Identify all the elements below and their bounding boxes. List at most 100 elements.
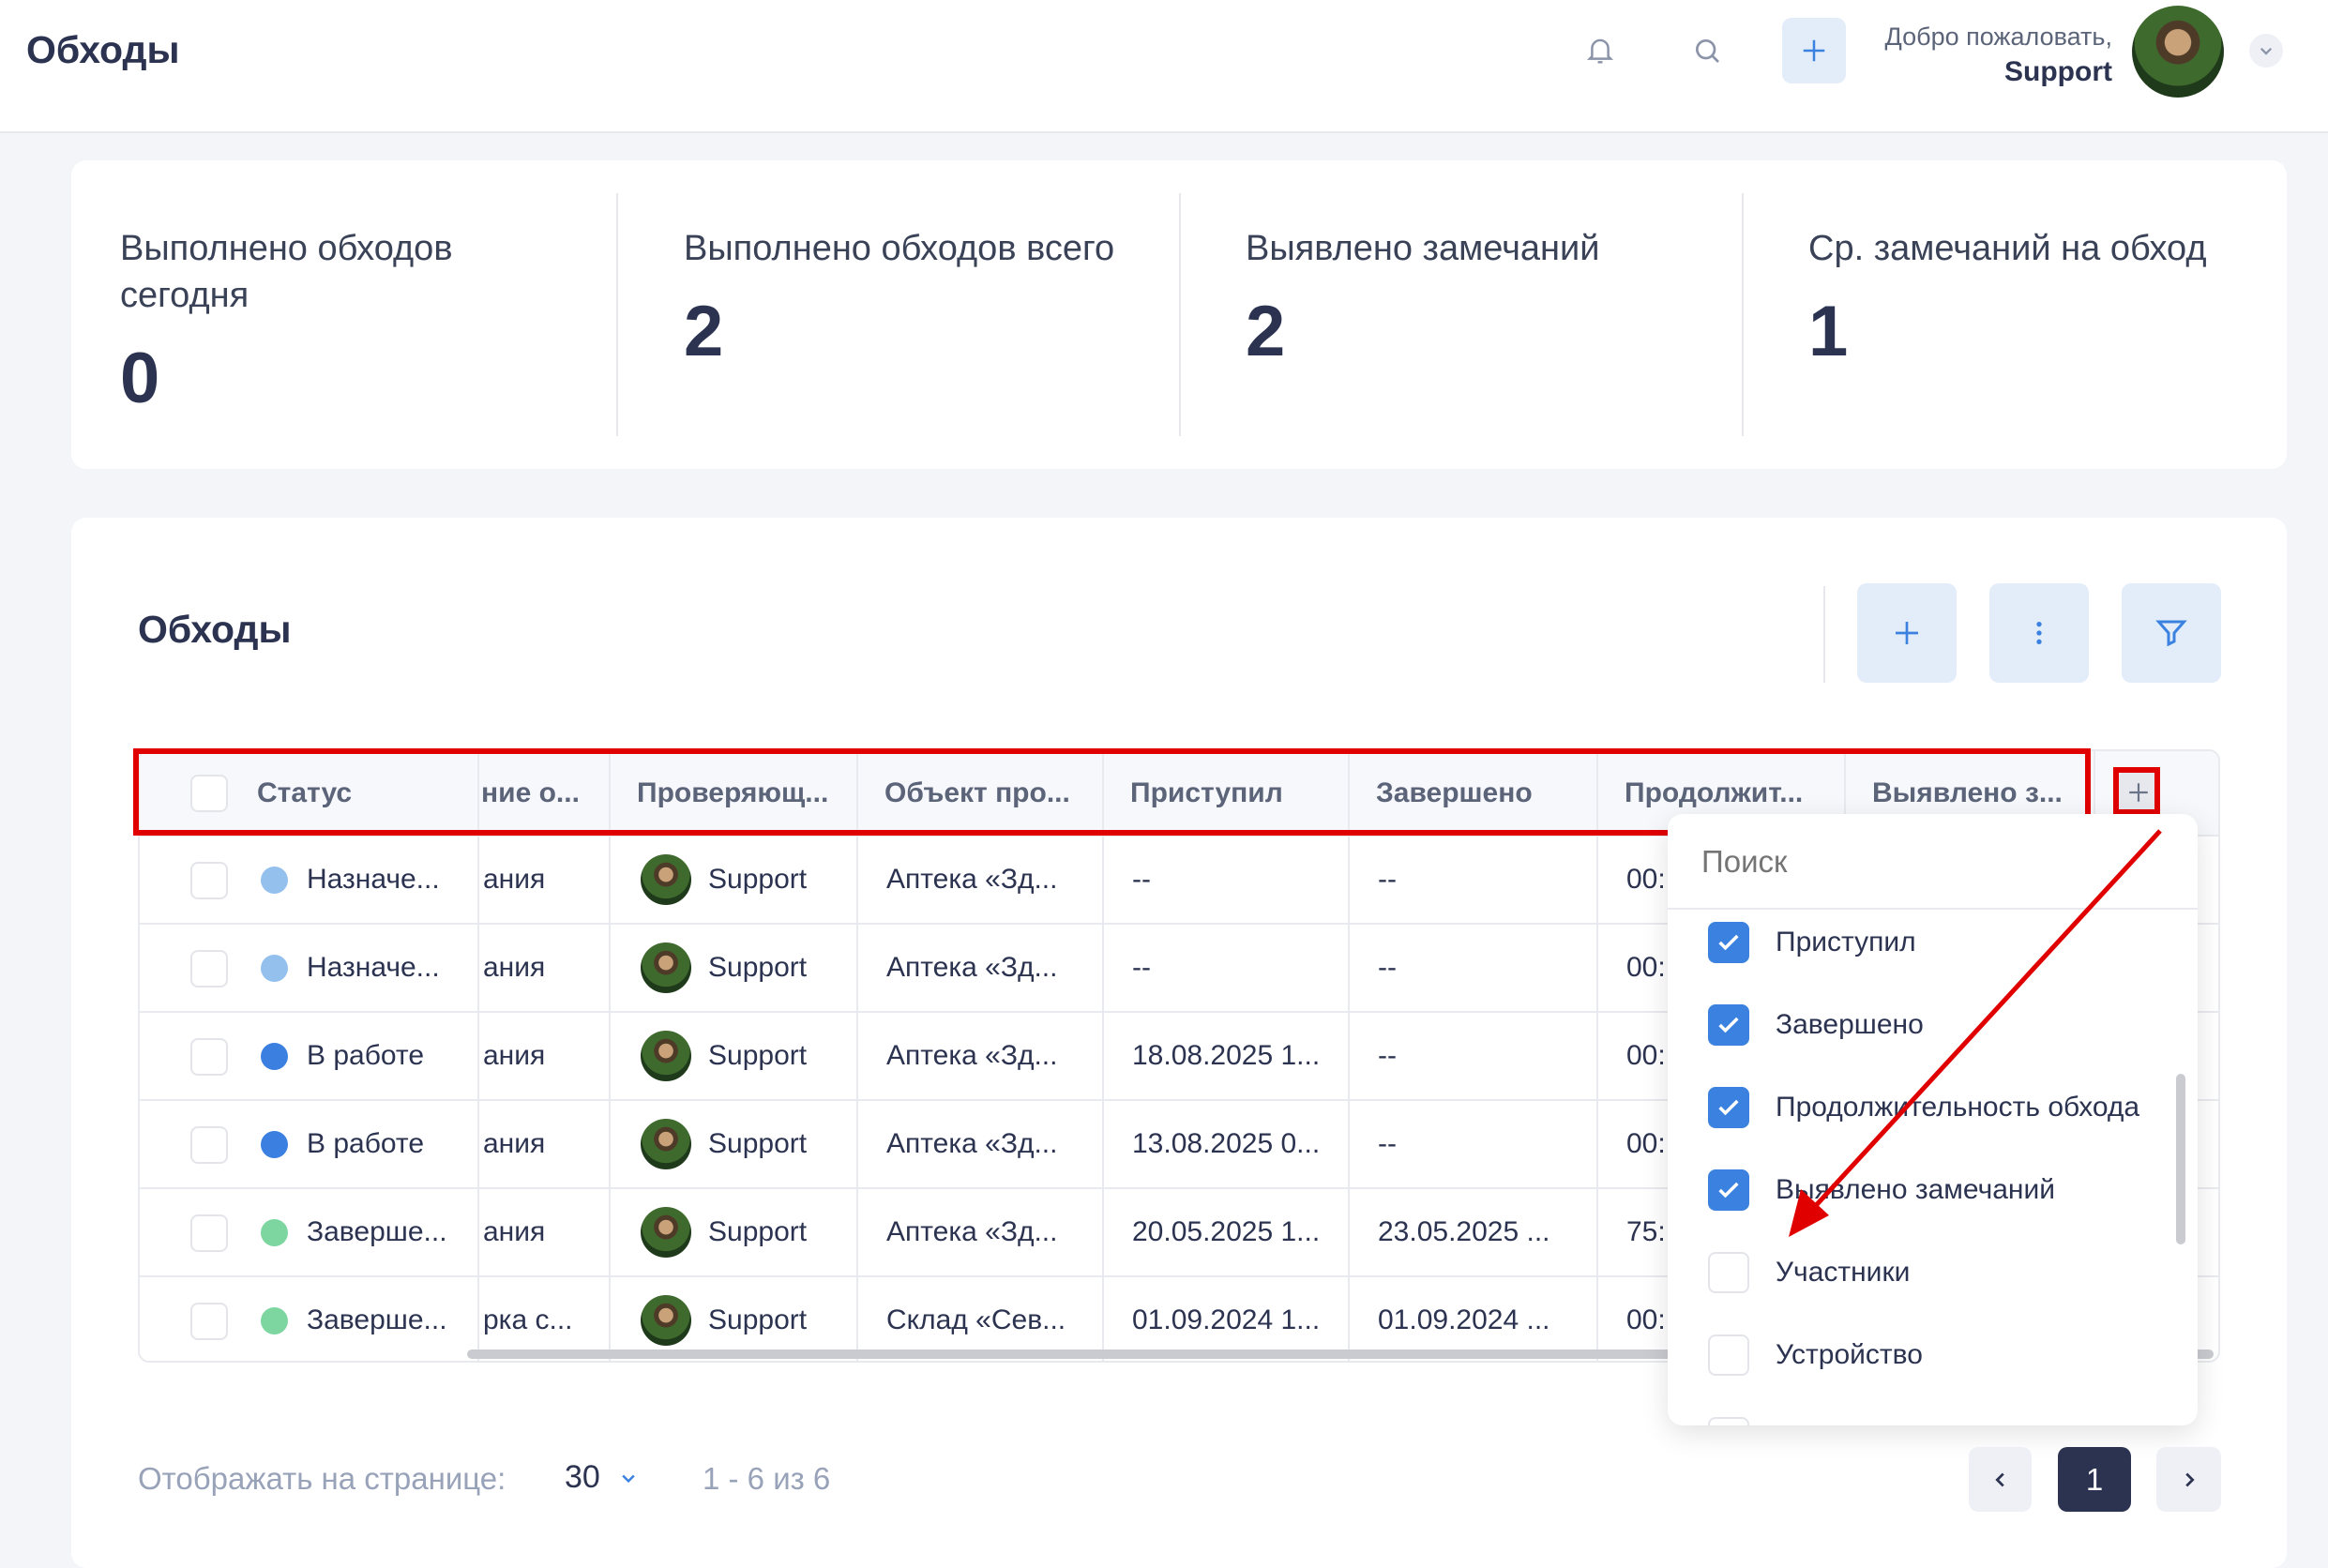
- table-row[interactable]: Заверше... ания Support Аптека «Зд... 20…: [140, 1189, 2218, 1277]
- column-toggle-label: Продолжительность обхода: [1776, 1092, 2140, 1123]
- column-status[interactable]: Статус: [257, 776, 353, 808]
- more-button[interactable]: [1989, 583, 2089, 683]
- divider: [616, 193, 618, 436]
- page-1-button[interactable]: 1: [2058, 1447, 2131, 1512]
- column-toggle-checkbox[interactable]: [1708, 1169, 1749, 1211]
- finished-cell: --: [1350, 1013, 1598, 1099]
- started-cell: --: [1104, 837, 1350, 923]
- status-dot: [261, 1218, 288, 1246]
- table-row[interactable]: В работе ания Support Аптека «Зд... 18.0…: [140, 1013, 2218, 1101]
- stat-value: 2: [684, 292, 724, 371]
- inspector-cell: Support: [611, 1013, 858, 1099]
- more-vertical-icon: [2036, 622, 2042, 644]
- column-toggle-label: Участники: [1776, 1257, 1911, 1288]
- header-add-button[interactable]: [1782, 18, 1846, 83]
- column-toggle-checkbox[interactable]: [1708, 1417, 1749, 1425]
- object-cell: Аптека «Зд...: [858, 1189, 1104, 1275]
- row-checkbox[interactable]: [190, 950, 228, 988]
- name-cell: рка с...: [477, 1277, 611, 1361]
- inspections-table: Статус ние о... Проверяющ... Объект про.…: [138, 749, 2220, 1363]
- row-checkbox[interactable]: [190, 1303, 228, 1340]
- inspector-name: Support: [708, 1040, 808, 1071]
- name-cell: ания: [477, 837, 611, 923]
- table-row[interactable]: В работе ания Support Аптека «Зд... 13.0…: [140, 1101, 2218, 1189]
- divider: [1179, 193, 1181, 436]
- chevron-down-icon: [622, 1474, 635, 1483]
- column-toggle-item[interactable]: Завершено: [1708, 1004, 1924, 1046]
- column-duration[interactable]: Продолжит...: [1598, 751, 1846, 835]
- filter-icon: [2155, 620, 2187, 647]
- column-toggle-label: Приступил: [1776, 927, 1916, 957]
- chevron-right-icon: [2184, 1472, 2195, 1486]
- chevron-left-icon: [1994, 1472, 2004, 1486]
- column-started[interactable]: Приступил: [1104, 751, 1350, 835]
- bell-icon[interactable]: [1583, 34, 1617, 68]
- finished-cell: --: [1350, 837, 1598, 923]
- per-page-select[interactable]: 30: [565, 1459, 638, 1496]
- table-row[interactable]: Заверше... рка с... Support Склад «Сев..…: [140, 1277, 2218, 1361]
- status-text: Назначе...: [307, 952, 440, 983]
- table-row[interactable]: Назначе... ания Support Аптека «Зд... --…: [140, 837, 2218, 925]
- check-icon: [1718, 1182, 1739, 1199]
- select-all-checkbox[interactable]: [190, 775, 228, 812]
- menu-scrollbar[interactable]: [2176, 1074, 2185, 1244]
- prev-page-button[interactable]: [1969, 1447, 2032, 1512]
- column-toggle-checkbox[interactable]: [1708, 1087, 1749, 1128]
- status-dot: [261, 1042, 288, 1070]
- status-dot: [261, 1130, 288, 1158]
- column-toggle-item[interactable]: Продолжительность обхода: [1708, 1087, 2139, 1128]
- add-column-button[interactable]: [2119, 773, 2158, 812]
- divider: [1668, 908, 2198, 910]
- finished-cell: --: [1350, 925, 1598, 1011]
- row-checkbox[interactable]: [190, 1126, 228, 1164]
- filter-button[interactable]: [2122, 583, 2221, 683]
- inspector-avatar: [641, 1119, 691, 1169]
- inspector-avatar: [641, 1207, 691, 1258]
- started-cell: 13.08.2025 0...: [1104, 1101, 1350, 1187]
- object-cell: Аптека «Зд...: [858, 1101, 1104, 1187]
- finished-cell: --: [1350, 1101, 1598, 1187]
- finished-cell: 23.05.2025 ...: [1350, 1189, 1598, 1275]
- page-title: Обходы: [26, 28, 180, 71]
- column-toggle-checkbox[interactable]: [1708, 922, 1749, 963]
- column-toggle-item-partial[interactable]: [1708, 1417, 1776, 1425]
- column-toggle-label: Устройство: [1776, 1339, 1923, 1370]
- check-icon: [1718, 1099, 1739, 1116]
- add-inspection-button[interactable]: [1857, 583, 1957, 683]
- column-name[interactable]: ние о...: [477, 751, 611, 835]
- column-toggle-checkbox[interactable]: [1708, 1004, 1749, 1046]
- divider: [1823, 586, 1825, 683]
- column-issues[interactable]: Выявлено з...: [1846, 751, 2095, 835]
- column-toggle-item[interactable]: Участники: [1708, 1252, 1910, 1293]
- started-cell: --: [1104, 925, 1350, 1011]
- table-row[interactable]: Назначе... ания Support Аптека «Зд... --…: [140, 925, 2218, 1013]
- search-icon[interactable]: [1688, 32, 1726, 69]
- check-icon: [1718, 934, 1739, 951]
- column-search-input[interactable]: [1701, 837, 2152, 887]
- inspector-avatar: [641, 1031, 691, 1081]
- divider: [1742, 193, 1744, 436]
- row-checkbox[interactable]: [190, 862, 228, 899]
- column-finished[interactable]: Завершено: [1350, 751, 1598, 835]
- inspector-name: Support: [708, 952, 808, 983]
- object-cell: Аптека «Зд...: [858, 837, 1104, 923]
- welcome-text: Добро пожаловать,: [1884, 23, 2113, 51]
- next-page-button[interactable]: [2156, 1447, 2221, 1512]
- horizontal-scrollbar[interactable]: [467, 1349, 2214, 1359]
- column-toggle-item[interactable]: Приступил: [1708, 922, 1916, 963]
- column-toggle-item[interactable]: Устройство: [1708, 1334, 1923, 1376]
- user-avatar[interactable]: [2132, 6, 2224, 98]
- column-object[interactable]: Объект про...: [858, 751, 1104, 835]
- inspector-cell: Support: [611, 1101, 858, 1187]
- inspector-avatar: [641, 854, 691, 905]
- column-toggle-checkbox[interactable]: [1708, 1252, 1749, 1293]
- top-bar: [0, 0, 2328, 133]
- row-checkbox[interactable]: [190, 1038, 228, 1076]
- column-toggle-checkbox[interactable]: [1708, 1334, 1749, 1376]
- row-checkbox[interactable]: [190, 1214, 228, 1252]
- status-text: Заверше...: [307, 1216, 447, 1247]
- column-inspector[interactable]: Проверяющ...: [611, 751, 858, 835]
- user-menu-chevron-icon[interactable]: [2249, 34, 2283, 68]
- status-cell: Заверше...: [229, 1277, 477, 1361]
- check-icon: [1718, 1017, 1739, 1033]
